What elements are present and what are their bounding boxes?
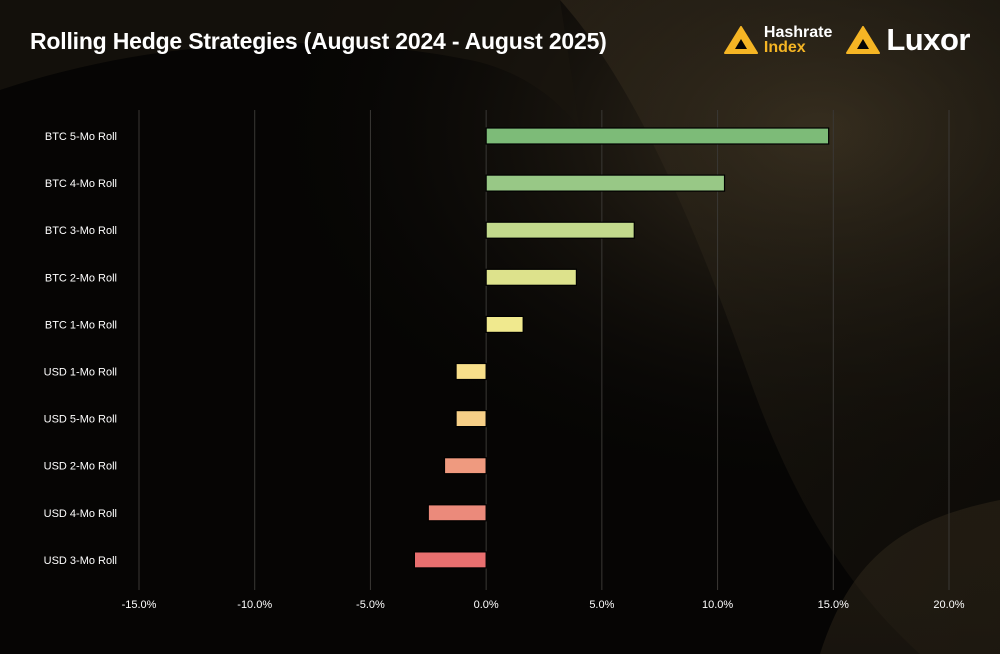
bar-usd-3-mo-roll	[413, 551, 487, 569]
bar-btc-2-mo-roll	[485, 268, 577, 286]
x-tick-label: 0.0%	[474, 599, 499, 611]
bar-usd-2-mo-roll	[443, 457, 487, 475]
hashrate-index-line1: Hashrate	[763, 24, 833, 41]
bar-usd-5-mo-roll	[455, 410, 487, 428]
category-labels: BTC 5-Mo Roll BTC 4-Mo Roll BTC 3-Mo Roll B…	[44, 131, 117, 567]
x-axis-tick-labels: -15.0% -10.0% -5.0% 0.0% 5.0% 10.0% 15.0% 20.0%	[122, 599, 965, 611]
category-label: BTC 3-Mo Roll	[45, 225, 117, 237]
category-label: USD 4-Mo Roll	[44, 508, 117, 520]
x-tick-label: 10.0%	[702, 599, 733, 611]
bar-btc-3-mo-roll	[485, 221, 635, 239]
x-tick-label: 5.0%	[589, 599, 614, 611]
hashrate-index-logo: Hashrate Index	[723, 24, 833, 56]
bar-usd-1-mo-roll	[455, 362, 487, 381]
category-label: USD 2-Mo Roll	[44, 461, 117, 473]
category-label: USD 1-Mo Roll	[44, 367, 117, 379]
bars	[413, 127, 830, 569]
luxor-logo: Luxor	[846, 22, 970, 58]
x-tick-label: 20.0%	[933, 599, 964, 611]
category-label: BTC 2-Mo Roll	[45, 272, 117, 284]
bar-btc-4-mo-roll	[485, 174, 726, 192]
category-label: BTC 4-Mo Roll	[45, 178, 117, 190]
category-label: BTC 5-Mo Roll	[45, 131, 117, 143]
x-tick-label: 15.0%	[818, 599, 849, 611]
hashrate-index-mark-icon	[723, 26, 758, 54]
hashrate-index-line2: Index	[763, 39, 806, 56]
bar-btc-1-mo-roll	[485, 315, 524, 333]
bar-btc-5-mo-roll	[485, 127, 830, 145]
brand-logos: Hashrate Index Luxor	[723, 22, 970, 58]
luxor-mark-icon	[846, 26, 881, 54]
x-tick-label: -10.0%	[237, 599, 272, 611]
x-tick-label: -5.0%	[356, 599, 385, 611]
bar-usd-4-mo-roll	[427, 504, 487, 522]
chart-title: Rolling Hedge Strategies (August 2024 - …	[30, 28, 607, 54]
x-tick-label: -15.0%	[122, 599, 157, 611]
category-label: USD 5-Mo Roll	[44, 414, 117, 426]
category-label: BTC 1-Mo Roll	[45, 319, 117, 331]
category-label: USD 3-Mo Roll	[44, 555, 117, 567]
luxor-wordmark: Luxor	[886, 22, 970, 57]
